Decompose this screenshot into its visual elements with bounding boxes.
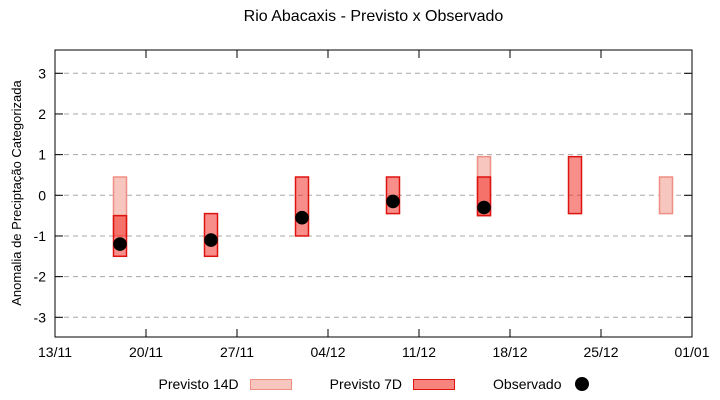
observed-dot (477, 200, 491, 215)
x-axis-tick-label: 25/12 (583, 344, 618, 360)
legend-swatch-previsto-14d-icon (249, 378, 292, 390)
y-axis-tick-label: -2 (34, 269, 47, 285)
y-axis-tick-label: 1 (38, 147, 46, 163)
y-axis-tick-label: 3 (38, 65, 46, 81)
legend-label-previsto-7d: Previsto 7D (329, 376, 403, 392)
legend-item-previsto-14d: Previsto 14D (159, 376, 292, 392)
observed-dot (113, 237, 127, 251)
plot-border (54, 49, 693, 338)
x-axis-tick-label: 04/12 (310, 344, 345, 360)
legend-label-observado: Observado (493, 376, 562, 392)
y-axis-tick-label: -3 (34, 309, 47, 325)
y-axis-tick-label: 0 (38, 187, 46, 203)
observed-dot (204, 233, 218, 247)
legend-item-previsto-7d: Previsto 7D (329, 376, 456, 392)
x-axis-tick-label: 01/01 (674, 344, 709, 360)
forecast-7d-bar (294, 176, 310, 237)
x-axis-tick-label: 27/11 (220, 344, 254, 360)
forecast-7d-bar (567, 155, 583, 215)
legend-item-observado: Observado (493, 376, 589, 392)
x-axis-tick-label: 20/11 (129, 344, 163, 360)
legend-swatch-previsto-7d-icon (413, 378, 456, 390)
y-axis-tick-label: 2 (38, 106, 46, 122)
x-axis-tick-label: 11/12 (402, 344, 436, 360)
x-axis-tick-label: 13/11 (38, 344, 72, 360)
legend-observed-dot-icon (574, 377, 589, 391)
legend: Previsto 14D Previsto 7D Observado (55, 372, 692, 396)
observed-dot (295, 210, 309, 225)
observed-dot (386, 194, 400, 209)
x-axis-tick-label: 18/12 (492, 344, 527, 360)
y-axis-tick-label: -1 (34, 228, 47, 244)
chart-title: Rio Abacaxis - Previsto x Observado (243, 8, 504, 25)
forecast-14d-bar (658, 176, 674, 215)
legend-label-previsto-14d: Previsto 14D (158, 376, 239, 392)
